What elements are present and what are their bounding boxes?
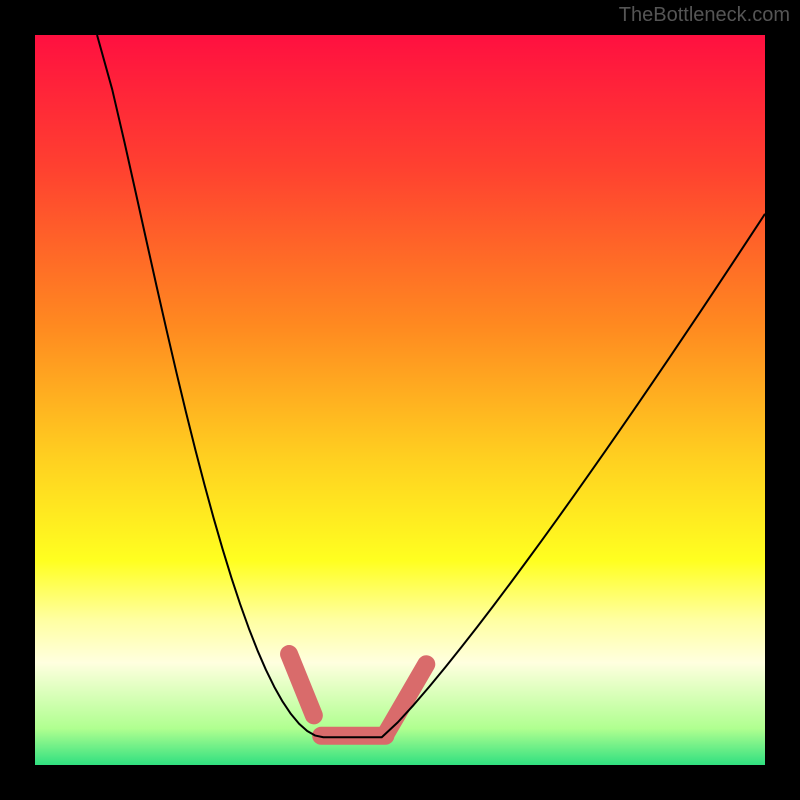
bottleneck-chart: [35, 35, 765, 765]
chart-lines: [35, 35, 765, 765]
watermark-label: TheBottleneck.com: [619, 4, 790, 27]
